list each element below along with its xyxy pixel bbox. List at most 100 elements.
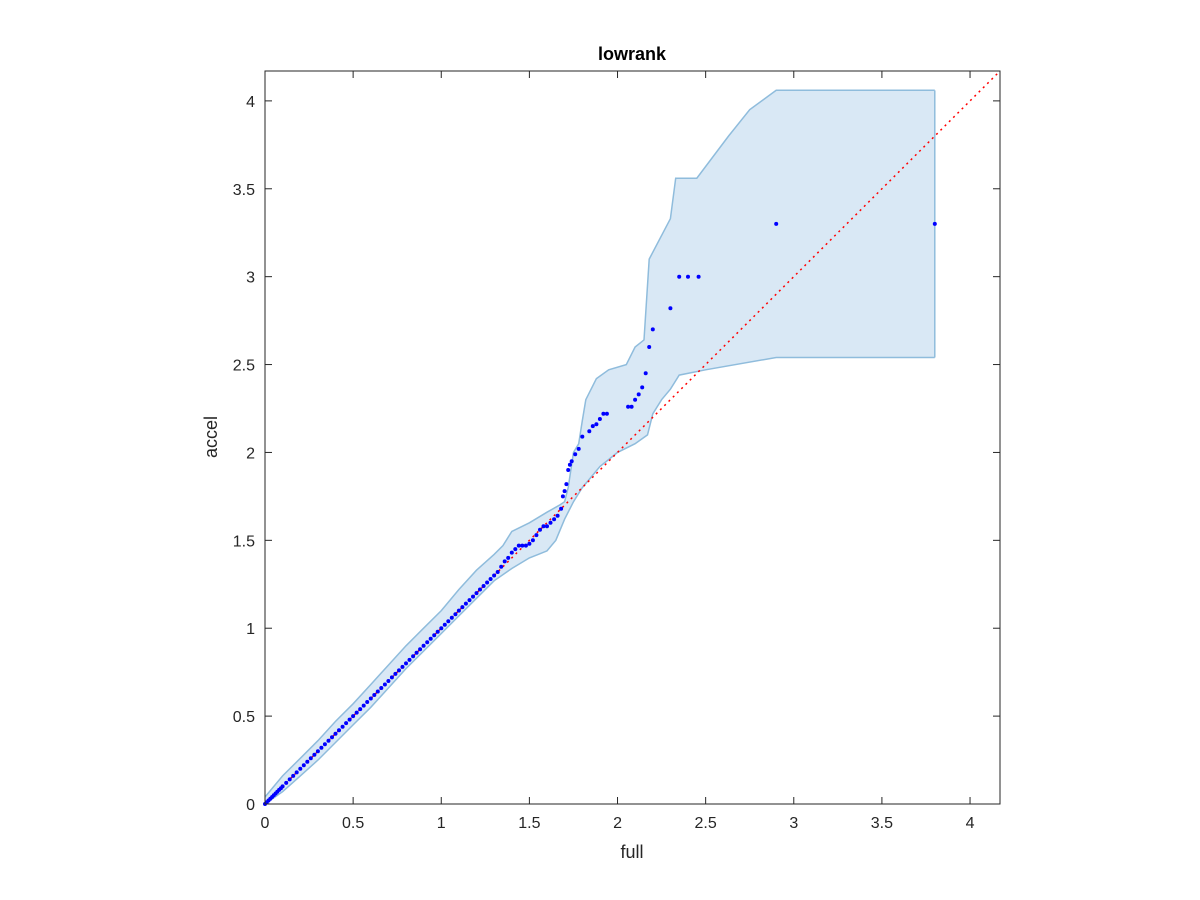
data-point: [400, 664, 405, 669]
data-point: [411, 654, 416, 659]
data-point: [633, 397, 638, 402]
y-ticks: 0 0.5 1 1.5 2 2.5 3 3.5 4: [233, 94, 1000, 814]
data-point: [421, 643, 426, 648]
data-point: [580, 434, 585, 439]
data-point: [506, 555, 511, 560]
data-point: [650, 327, 655, 332]
data-point: [560, 494, 565, 499]
x-tick-label: 3.5: [871, 815, 893, 832]
data-point: [774, 221, 779, 226]
data-point: [601, 411, 606, 416]
y-tick-label: 1: [246, 621, 255, 638]
data-point: [287, 777, 292, 782]
x-tick-label: 0.5: [342, 815, 364, 832]
band-upper-edge: [264, 89, 935, 798]
x-ticks: 0 0.5 1 1.5 2 2.5 3 3.5 4: [261, 71, 975, 832]
data-point: [502, 559, 507, 564]
data-point: [932, 221, 937, 226]
data-point: [587, 429, 592, 434]
data-point: [442, 622, 447, 627]
data-point: [640, 385, 645, 390]
data-point: [527, 541, 532, 546]
data-point: [566, 468, 571, 472]
data-point: [516, 543, 521, 548]
data-point: [389, 675, 394, 680]
data-point: [594, 422, 599, 427]
data-point: [453, 612, 458, 617]
data-point: [368, 696, 373, 701]
x-axis-label: full: [620, 842, 643, 862]
data-point: [312, 752, 317, 757]
data-point: [576, 446, 581, 451]
data-point: [509, 550, 514, 555]
data-point: [397, 668, 401, 673]
data-point: [636, 392, 641, 397]
data-point: [463, 601, 468, 606]
data-point: [523, 543, 528, 548]
x-tick-label: 2.5: [695, 815, 717, 832]
x-tick-label: 1: [437, 815, 446, 832]
y-tick-label: 2.5: [233, 358, 255, 375]
data-point: [552, 517, 557, 522]
data-point: [604, 411, 609, 416]
data-point: [541, 524, 546, 529]
y-tick-label: 1.5: [233, 533, 255, 550]
data-point: [559, 506, 564, 511]
data-point: [372, 693, 377, 697]
data-point: [407, 657, 412, 662]
y-tick-label: 3: [246, 270, 255, 287]
data-point: [474, 591, 479, 596]
data-point: [569, 459, 574, 464]
y-tick-label: 2: [246, 445, 255, 462]
data-point: [344, 721, 349, 726]
data-point: [337, 728, 341, 733]
x-tick-label: 4: [966, 815, 975, 832]
data-point: [432, 633, 437, 638]
band-fill: [265, 90, 935, 805]
data-point: [471, 594, 475, 599]
band-lower-edge: [264, 356, 935, 805]
data-point: [322, 742, 327, 747]
data-point: [538, 527, 542, 532]
y-axis-label: accel: [201, 416, 221, 458]
y-tick-label: 3.5: [233, 182, 255, 199]
data-point: [686, 274, 690, 279]
data-point: [597, 417, 602, 421]
data-point: [647, 345, 652, 349]
data-point: [351, 714, 356, 719]
data-point: [562, 489, 567, 494]
data-point: [418, 647, 423, 652]
data-point: [481, 584, 486, 588]
data-point: [668, 306, 673, 311]
data-point: [361, 703, 366, 708]
data-point: [301, 763, 306, 768]
data-point: [326, 738, 331, 743]
reference-line: [264, 70, 1001, 805]
data-point: [590, 424, 595, 429]
data-point: [555, 513, 560, 518]
data-point: [626, 404, 631, 409]
data-point: [495, 570, 500, 574]
y-tick-label: 4: [246, 94, 255, 111]
data-point: [567, 462, 572, 467]
data-point: [499, 564, 504, 569]
y-tick-label: 0: [246, 797, 255, 814]
data-point: [375, 689, 380, 694]
data-point: [545, 524, 549, 529]
data-point: [530, 538, 535, 543]
data-point: [404, 661, 408, 666]
data-point: [315, 749, 320, 754]
data-point: [365, 700, 370, 704]
data-point: [573, 452, 578, 457]
x-tick-label: 0: [261, 815, 270, 832]
confidence-band: [264, 89, 936, 805]
data-point: [478, 587, 482, 592]
data-point: [382, 682, 387, 687]
data-point: [564, 482, 569, 487]
data-point: [488, 577, 493, 581]
x-tick-label: 1.5: [518, 815, 540, 832]
data-point: [449, 615, 454, 620]
plot-frame: [264, 70, 1001, 805]
data-point: [347, 717, 352, 722]
data-point: [319, 745, 324, 750]
